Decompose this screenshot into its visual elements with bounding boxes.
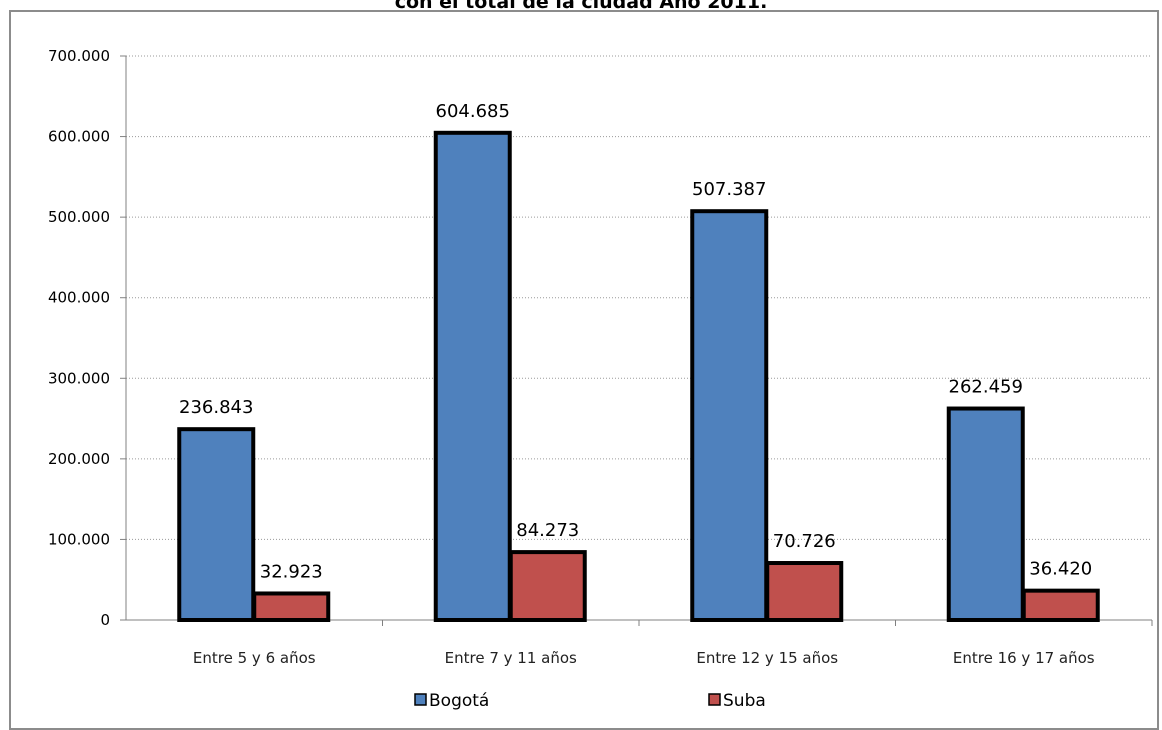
data-label: 32.923 — [260, 561, 323, 582]
bar-suba — [765, 561, 844, 623]
data-label: 70.726 — [773, 531, 836, 552]
bar-suba — [1021, 588, 1100, 622]
y-tick-label: 600.000 — [48, 128, 110, 146]
y-tick-label: 100.000 — [48, 530, 110, 548]
bar-bogot — [433, 130, 512, 622]
y-tick-label: 700.000 — [48, 47, 110, 65]
y-tick-label: 400.000 — [48, 289, 110, 307]
x-tick-label: Entre 5 y 6 años — [193, 649, 316, 667]
legend-label: Bogotá — [429, 691, 489, 711]
y-tick-label: 300.000 — [48, 369, 110, 387]
x-tick-label: Entre 12 y 15 años — [696, 649, 838, 667]
y-tick-label: 500.000 — [48, 208, 110, 226]
data-label: 507.387 — [692, 179, 766, 200]
data-label: 604.685 — [436, 101, 510, 122]
bar-bogot — [690, 209, 769, 622]
y-tick-label: 200.000 — [48, 450, 110, 468]
data-label: 262.459 — [949, 377, 1023, 398]
bar-bogot — [946, 406, 1025, 622]
legend-swatch-suba — [708, 693, 721, 706]
bar-suba — [508, 550, 587, 622]
data-label: 84.273 — [516, 520, 579, 541]
bar-bogot — [177, 427, 256, 622]
legend-swatch-bogot — [414, 693, 427, 706]
bar-suba — [252, 591, 331, 622]
x-tick-label: Entre 16 y 17 años — [953, 649, 1095, 667]
y-tick-label: 0 — [100, 611, 110, 629]
chart-title: con el total de la ciudad Año 2011. — [394, 0, 768, 13]
x-tick-label: Entre 7 y 11 años — [445, 649, 577, 667]
data-label: 36.420 — [1029, 559, 1092, 580]
data-label: 236.843 — [179, 397, 253, 418]
legend-label: Suba — [723, 691, 766, 711]
